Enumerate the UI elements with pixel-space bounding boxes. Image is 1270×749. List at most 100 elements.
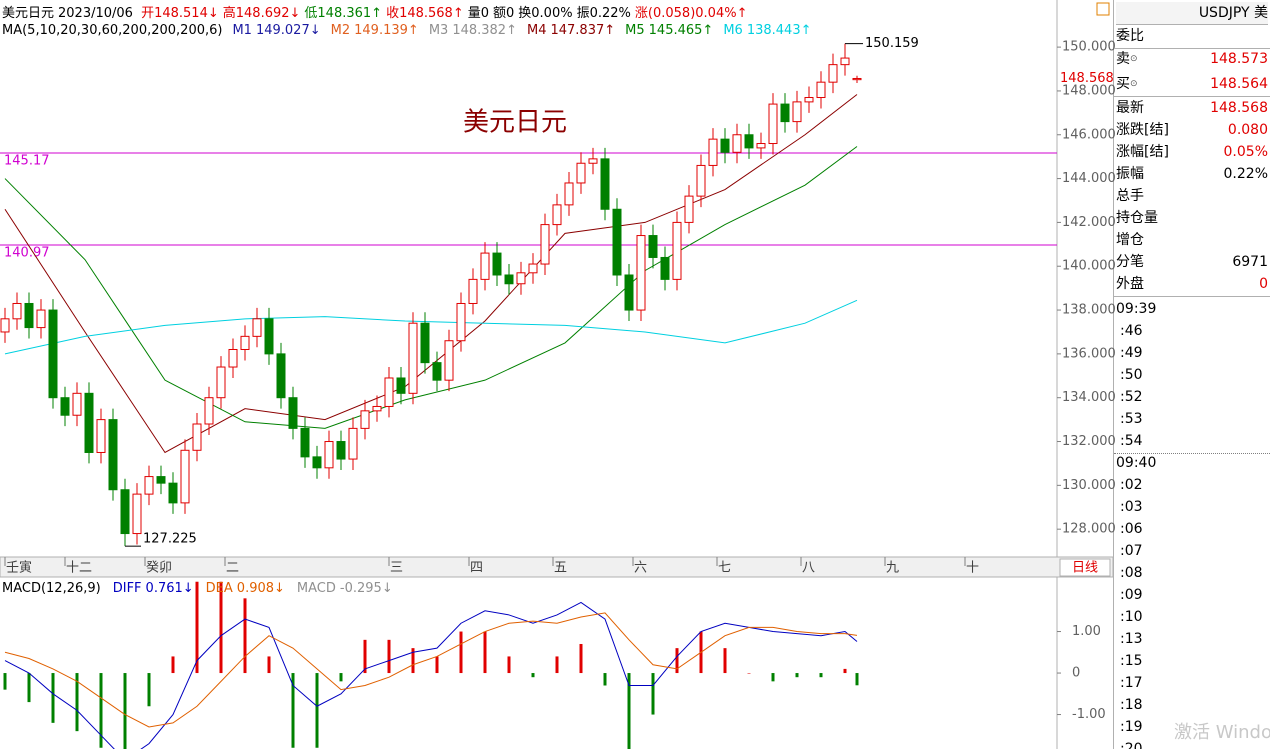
macd-bar [219, 581, 223, 674]
legend-name: M4 [527, 23, 547, 38]
candle-body [120, 489, 130, 535]
candle-body [96, 419, 106, 453]
quote-label: 振幅 [1116, 166, 1144, 182]
info-item: 低148.361↑ [304, 6, 383, 21]
tick-time: :09 [1120, 587, 1143, 603]
tick-time: :46 [1120, 323, 1143, 339]
macd-bar [27, 673, 31, 703]
x-tick-label: 四 [470, 561, 483, 576]
candle-body [408, 322, 418, 394]
info-item: 涨(0.058)0.04%↑ [634, 6, 748, 21]
candle-body [624, 274, 634, 311]
x-tick-label: 三 [390, 561, 403, 576]
macd-line [4, 601, 858, 749]
tick-time: :19 [1120, 719, 1143, 735]
quote-value: 0.080 [1227, 122, 1268, 138]
macd-bar [123, 673, 127, 749]
x-tick-label: 十二 [66, 561, 92, 576]
candle-body [816, 81, 826, 99]
legend-arrow: ↑ [702, 23, 713, 38]
x-tick-label: 六 [634, 561, 647, 576]
quote-row: 买⊙ 148.564 [1116, 73, 1268, 95]
candle-body [552, 204, 562, 226]
separator [1114, 453, 1270, 454]
candle-body [804, 97, 814, 103]
legend-arrow: ↑ [801, 23, 812, 38]
x-tick-label: 九 [886, 561, 899, 576]
legend-name: DEA [206, 581, 233, 596]
info-item: 高148.692↓ [222, 6, 301, 21]
x-tick-label: 十 [966, 561, 979, 576]
legend-arrow: ↑ [408, 23, 419, 38]
tick-time: :13 [1120, 631, 1143, 647]
candle-body [360, 410, 370, 429]
x-axis-bar [0, 556, 1114, 578]
quote-label: 持仓量 [1116, 210, 1158, 226]
macd-bar [3, 673, 7, 690]
macd-bar [531, 673, 535, 678]
quote-value: 0.05% [1223, 144, 1268, 160]
quote-label: 外盘 [1116, 276, 1144, 292]
candle-body [60, 397, 70, 416]
quote-row: 总手 [1116, 185, 1268, 207]
date: 2023/10/06 [58, 6, 133, 21]
candle-body [324, 441, 334, 469]
legend-name: MACD [297, 581, 336, 596]
candle-body [720, 138, 730, 153]
candle-body [276, 353, 286, 399]
period-label: 日线 [1072, 561, 1098, 576]
quote-value: 6971 [1232, 254, 1268, 270]
tick-time: :52 [1120, 389, 1143, 405]
candle-body [144, 476, 154, 495]
candle-body [492, 252, 502, 276]
quote-row: 增仓 [1116, 229, 1268, 251]
instrument-title: 美元日元 [2, 6, 55, 21]
candle-body [132, 493, 142, 535]
candle-body [0, 318, 10, 333]
candle-body [228, 348, 238, 368]
legend-name: M1 [232, 23, 252, 38]
period-button[interactable] [1059, 558, 1111, 577]
settings-icon[interactable] [1096, 2, 1110, 16]
candle-body [420, 322, 430, 364]
macd-bar [843, 668, 847, 674]
info-item: 量0 [467, 6, 489, 21]
quote-row: 卖⊙ 148.573 [1116, 48, 1268, 70]
macd-bar [267, 656, 271, 674]
candle-body [660, 256, 670, 280]
quote-label: 买 [1116, 76, 1130, 92]
ma-line [4, 299, 858, 355]
candle-body [564, 182, 574, 206]
candle-body [180, 449, 190, 504]
info-item: 开148.514↓ [141, 6, 219, 21]
legend-value: 147.837 [550, 23, 604, 38]
y-tick-label: 148.000 [1062, 83, 1116, 98]
quote-label: 卖 [1116, 51, 1130, 67]
candle-body [780, 103, 790, 123]
macd-bar [459, 631, 463, 674]
reference-label: 140.97 [4, 245, 50, 260]
macd-bar [627, 673, 631, 749]
candle-body [444, 340, 454, 381]
x-tick-label: 二 [226, 561, 239, 576]
quote-value: 0 [1259, 276, 1268, 292]
tick-time: :20 [1120, 741, 1143, 749]
macd-bar [651, 673, 655, 715]
candle-body [708, 138, 718, 166]
macd-bar [243, 598, 247, 674]
macd-bar [387, 639, 391, 674]
chart-annotation: 美元日元 [463, 108, 567, 138]
tick-time: :02 [1120, 477, 1143, 493]
y-tick-label: 150.000 [1062, 40, 1116, 55]
quote-row: 持仓量 [1116, 207, 1268, 229]
legend-arrow: ↓ [310, 23, 321, 38]
candle-body [372, 405, 382, 412]
ma-label: MA(5,10,20,30,60,200,200,200,6) [2, 23, 222, 38]
last-price: 148.568 [1060, 71, 1114, 86]
candle-body [480, 252, 490, 280]
legend-value: 149.027 [256, 23, 310, 38]
tick-time: :50 [1120, 367, 1143, 383]
candle-body [636, 235, 646, 311]
macd-bar [435, 656, 439, 674]
